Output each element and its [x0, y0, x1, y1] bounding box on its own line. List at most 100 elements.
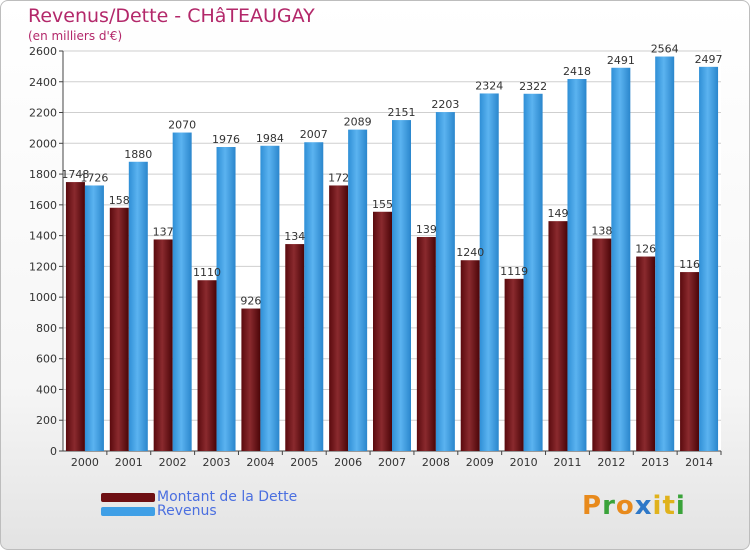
legend-label-debt: Montant de la Dette: [157, 489, 298, 505]
data-label-debt: 134: [284, 230, 305, 243]
y-tick-label: 1000: [29, 291, 57, 304]
data-label-revenue: 2322: [519, 80, 547, 93]
bar-revenue: [172, 132, 192, 452]
bar-revenue: [435, 112, 455, 452]
bar-revenue: [128, 161, 148, 451]
bar-revenue: [260, 145, 280, 451]
y-tick-label: 2200: [29, 107, 57, 120]
data-label-debt: 126: [635, 243, 656, 256]
data-label-revenue: 2070: [168, 119, 196, 132]
data-label-debt: 1240: [456, 246, 484, 259]
y-tick-label: 2600: [29, 45, 57, 58]
data-label-debt: 1119: [500, 265, 528, 278]
bar-revenue: [567, 79, 587, 451]
legend-item-revenue: Revenus: [101, 503, 217, 519]
x-tick-label: 2000: [71, 456, 99, 469]
proxiti-logo: Proxiti: [582, 491, 686, 521]
y-tick-label: 2000: [29, 137, 57, 150]
data-label-debt: 172: [328, 171, 349, 184]
logo-letter: P: [582, 491, 603, 521]
bar-revenue: [655, 56, 675, 452]
data-label-debt: 116: [679, 258, 700, 271]
x-tick-label: 2009: [466, 456, 494, 469]
bar-revenue: [392, 120, 411, 452]
data-label-revenue: 2497: [695, 53, 723, 66]
x-tick-label: 2013: [641, 456, 669, 469]
data-label-revenue: 1976: [212, 133, 240, 146]
data-label-revenue: 2151: [388, 106, 416, 119]
bar-revenue: [699, 66, 719, 451]
data-label-debt: 1748: [61, 168, 89, 181]
x-tick-label: 2002: [159, 456, 187, 469]
bar-debt: [592, 238, 612, 451]
logo-letter: t: [662, 491, 676, 521]
bar-revenue: [348, 129, 368, 451]
legend-label-revenue: Revenus: [157, 503, 217, 519]
data-label-revenue: 1880: [124, 148, 152, 161]
chart-title: Revenus/Dette - CHâTEAUGAY: [28, 5, 315, 27]
bar-revenue: [479, 93, 499, 451]
bars-layer: [65, 56, 719, 452]
data-label-revenue: 2491: [607, 54, 635, 67]
logo-letter: x: [634, 491, 653, 521]
bar-debt: [65, 182, 85, 452]
logo-letter: r: [602, 491, 616, 521]
data-label-debt: 158: [109, 194, 130, 207]
y-tick-label: 2400: [29, 76, 57, 89]
data-label-revenue: 2418: [563, 65, 591, 78]
bar-revenue: [523, 93, 543, 452]
x-tick-label: 2008: [422, 456, 450, 469]
y-tick-label: 1400: [29, 230, 57, 243]
bar-revenue: [611, 67, 631, 452]
x-tick-label: 2007: [378, 456, 406, 469]
bar-revenue: [216, 147, 236, 451]
bar-debt: [329, 185, 349, 451]
data-label-debt: 926: [240, 295, 261, 308]
chart-subtitle: (en milliers d'€): [28, 29, 123, 43]
data-label-debt: 155: [372, 198, 393, 211]
data-label-debt: 138: [591, 225, 612, 238]
data-label-revenue: 2089: [344, 116, 372, 129]
y-tick-label: 200: [36, 414, 57, 427]
legend-swatch-debt: [101, 492, 155, 502]
bar-revenue: [84, 185, 104, 451]
x-tick-label: 2011: [553, 456, 581, 469]
x-tick-label: 2010: [510, 456, 538, 469]
x-tick-label: 2003: [203, 456, 231, 469]
x-tick-label: 2005: [290, 456, 318, 469]
data-label-debt: 149: [547, 207, 568, 220]
data-label-revenue: 2203: [431, 98, 459, 111]
x-tick-label: 2006: [334, 456, 362, 469]
data-label-revenue: 2564: [651, 43, 679, 56]
data-label-revenue: 1726: [80, 171, 108, 184]
y-tick-label: 0: [50, 445, 57, 458]
bar-debt: [636, 256, 656, 451]
data-label-debt: 1110: [193, 266, 221, 279]
bar-debt: [153, 239, 173, 451]
bar-debt: [109, 207, 129, 451]
bar-debt: [416, 237, 436, 451]
data-label-debt: 139: [416, 223, 437, 236]
x-tick-label: 2004: [246, 456, 274, 469]
bar-debt: [285, 244, 305, 451]
legend-swatch-revenue: [101, 506, 155, 516]
y-tick-label: 600: [36, 353, 57, 366]
y-tick-label: 1800: [29, 168, 57, 181]
data-label-debt: 137: [153, 225, 174, 238]
bar-debt: [548, 221, 568, 451]
bar-debt: [680, 272, 700, 451]
bar-debt: [373, 211, 392, 451]
legend-item-debt: Montant de la Dette: [101, 489, 297, 505]
bar-debt: [241, 308, 261, 451]
logo-letter: i: [675, 491, 686, 521]
logo-letter: o: [615, 491, 635, 521]
x-tick-label: 2012: [597, 456, 625, 469]
bar-debt: [197, 280, 217, 451]
bar-debt: [460, 260, 480, 451]
y-tick-label: 400: [36, 383, 57, 396]
y-tick-label: 1200: [29, 260, 57, 273]
data-label-revenue: 2324: [475, 79, 503, 92]
data-label-revenue: 2007: [300, 128, 328, 141]
